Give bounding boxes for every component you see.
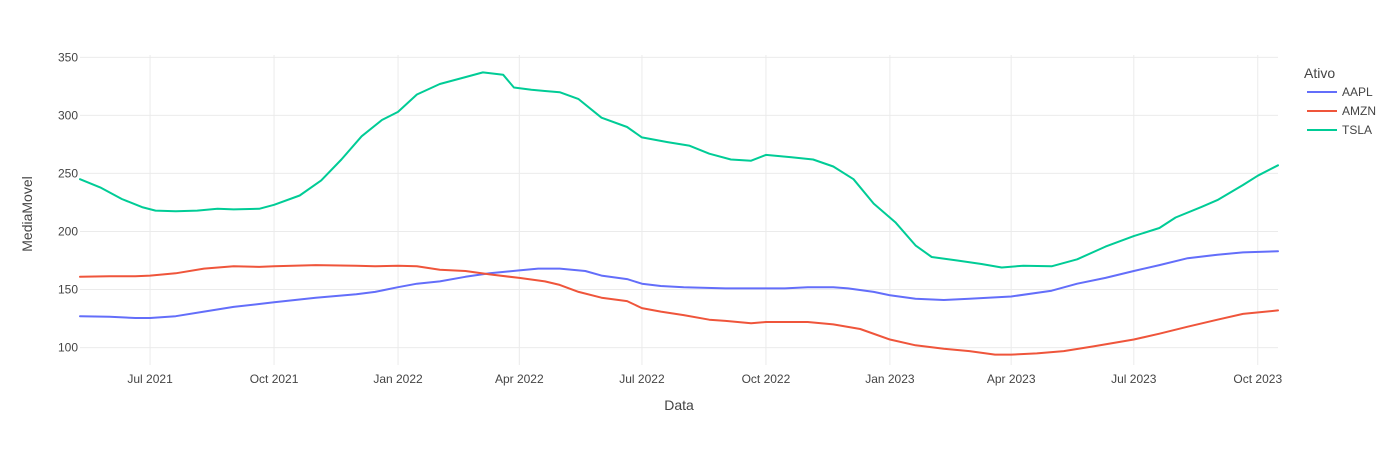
legend-label: TSLA [1342, 123, 1372, 137]
series-lines [79, 71, 1279, 356]
y-tick-label: 100 [58, 341, 78, 355]
grid [80, 55, 1278, 365]
x-tick-label: Apr 2023 [987, 372, 1036, 386]
y-axis-ticks: 100 150 200 250 300 350 [58, 50, 78, 354]
y-tick-label: 200 [58, 224, 78, 238]
x-tick-label: Oct 2022 [742, 372, 791, 386]
x-tick-label: Jan 2022 [373, 372, 423, 386]
legend-label: AMZN [1342, 104, 1376, 118]
y-axis-title: MediaMovel [19, 176, 35, 251]
series-line-aapl[interactable] [79, 250, 1279, 319]
x-axis-ticks: Jul 2021 Oct 2021 Jan 2022 Apr 2022 Jul 2022… [127, 372, 1282, 386]
y-tick-label: 300 [58, 108, 78, 122]
y-tick-label: 150 [58, 283, 78, 297]
x-tick-label: Jan 2023 [865, 372, 915, 386]
legend-title: Ativo [1304, 65, 1335, 81]
legend: Ativo AAPL AMZN TSLA [1304, 65, 1376, 137]
legend-item-amzn[interactable]: AMZN [1307, 104, 1376, 118]
series-line-amzn[interactable] [79, 264, 1279, 356]
x-tick-label: Jul 2021 [127, 372, 173, 386]
legend-item-aapl[interactable]: AAPL [1307, 85, 1373, 99]
y-tick-label: 250 [58, 166, 78, 180]
series-line-tsla[interactable] [79, 71, 1279, 269]
x-tick-label: Oct 2023 [1233, 372, 1282, 386]
x-tick-label: Apr 2022 [495, 372, 544, 386]
x-tick-label: Jul 2023 [1111, 372, 1157, 386]
y-tick-label: 350 [58, 50, 78, 64]
legend-item-tsla[interactable]: TSLA [1307, 123, 1372, 137]
legend-label: AAPL [1342, 85, 1373, 99]
x-tick-label: Oct 2021 [250, 372, 299, 386]
x-tick-label: Jul 2022 [619, 372, 665, 386]
x-axis-title: Data [664, 397, 694, 413]
